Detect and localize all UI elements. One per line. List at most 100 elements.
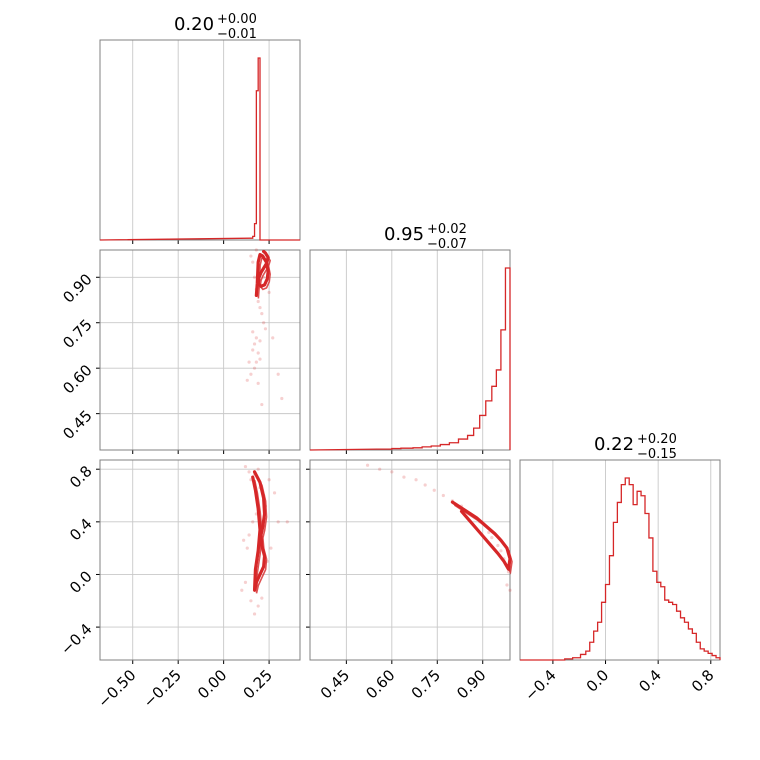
panel-title-param-0: 0.20 [174, 14, 214, 35]
density-contour-inner [253, 474, 268, 594]
density-contour-inner [453, 504, 513, 575]
scatter-point [251, 348, 255, 352]
scatter-point [256, 351, 260, 355]
x-tick-label: 0.00 [194, 666, 230, 702]
title-minus-error: −0.07 [427, 237, 467, 252]
scatter-point [247, 533, 251, 537]
scatter-point [271, 336, 275, 340]
y-tick-label: 0.8 [66, 462, 96, 492]
scatter-point [252, 342, 257, 346]
x-tick-label: −0.4 [521, 666, 559, 704]
scatter-point [487, 530, 491, 534]
scatter-point [252, 612, 257, 616]
scatter-point [267, 290, 271, 295]
y-tick-label: −0.4 [57, 620, 95, 658]
scatter-point [508, 588, 512, 592]
scatter-point [496, 543, 500, 548]
scatter-point [251, 520, 255, 524]
hist-0-panel [99, 39, 301, 244]
scatter-point [245, 378, 249, 382]
scatter-point [254, 336, 258, 340]
scatter-point [378, 467, 382, 471]
panel-frame [519, 459, 721, 661]
scatter-point [258, 339, 262, 343]
scatter-point [254, 360, 258, 364]
scatter-point [249, 372, 253, 376]
x-tick-label: 0.0 [583, 666, 613, 696]
scatter-point [254, 248, 258, 252]
title-minus-error: −0.15 [637, 447, 677, 462]
x-tick-label: 0.60 [362, 666, 398, 702]
scatter-point [285, 520, 289, 524]
x-tick-label: 0.4 [635, 666, 665, 696]
histogram-1d-param-1 [309, 267, 511, 451]
title-errors-param-2: +0.20−0.15 [637, 432, 677, 462]
scatter-point [365, 463, 370, 467]
title-errors-param-1: +0.02−0.07 [427, 222, 467, 252]
y-tick-label: 0.45 [59, 407, 95, 443]
scatter-point [490, 536, 494, 540]
hist-1-panel [309, 249, 511, 454]
contour-0-2-panel [96, 459, 301, 664]
scatter-point [243, 580, 248, 584]
scatter-point [242, 538, 246, 542]
scatter-point [249, 599, 253, 603]
scatter-point [256, 299, 260, 304]
scatter-point [276, 372, 280, 376]
x-tick-label: 0.45 [317, 666, 353, 702]
scatter-point [505, 583, 509, 587]
title-plus-error: +0.02 [427, 222, 467, 237]
histogram-1d-param-2 [520, 477, 721, 661]
scatter-point [251, 330, 255, 334]
scatter-point [240, 588, 244, 592]
scatter-point [251, 260, 255, 264]
density-contour-inner [257, 253, 272, 299]
panel-frame [99, 249, 301, 451]
panel-title-param-2: 0.22 [594, 434, 634, 455]
panel-frame [99, 459, 301, 661]
panel-title-param-1: 0.95 [384, 224, 424, 245]
density-contour [251, 470, 267, 592]
scatter-point [249, 254, 253, 258]
title-errors-param-0: +0.00−0.01 [217, 12, 257, 42]
scatter-point [258, 305, 262, 310]
panel-frame [99, 39, 301, 241]
scatter-point [390, 470, 394, 474]
x-tick-label: 0.25 [240, 666, 276, 702]
scatter-point [247, 470, 251, 474]
scatter-point [414, 478, 418, 482]
title-minus-error: −0.01 [217, 27, 257, 42]
title-plus-error: +0.20 [637, 432, 677, 447]
histogram-1d-param-0 [99, 57, 300, 241]
scatter-point [256, 467, 260, 471]
scatter-point [402, 475, 406, 479]
scatter-point [441, 493, 445, 498]
scatter-point [276, 520, 280, 524]
x-tick-label: 0.75 [408, 666, 444, 702]
x-tick-label: 0.8 [688, 666, 718, 696]
scatter-point [247, 360, 251, 364]
x-tick-label: −0.50 [94, 666, 139, 711]
scatter-point [260, 402, 264, 407]
scatter-point [423, 483, 427, 487]
scatter-point [260, 312, 264, 316]
scatter-point [245, 546, 249, 550]
scatter-point [256, 381, 260, 385]
scatter-point [262, 321, 266, 325]
scatter-point [269, 546, 273, 550]
y-tick-label: 0.0 [66, 567, 96, 597]
contour-1-2-panel [306, 459, 513, 664]
title-median: 0.20 [174, 14, 214, 35]
contour-0-1-panel [96, 248, 301, 454]
scatter-point [432, 488, 436, 492]
scatter-point [256, 604, 260, 608]
scatter-point [260, 596, 264, 600]
title-plus-error: +0.00 [217, 12, 257, 27]
scatter-point [267, 478, 271, 482]
y-tick-label: 0.60 [59, 361, 95, 397]
title-median: 0.95 [384, 224, 424, 245]
scatter-point [258, 357, 262, 361]
scatter-point [252, 275, 257, 279]
panel-frame [309, 459, 511, 661]
